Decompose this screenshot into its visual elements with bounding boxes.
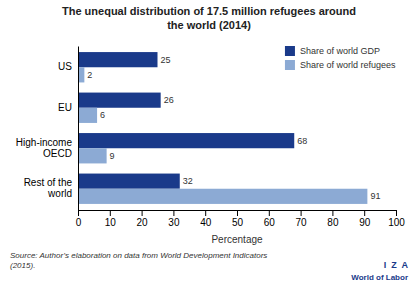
title: The unequal distribution of 17.5 million…: [62, 5, 356, 31]
tick-mark: [78, 210, 79, 216]
bar: [78, 148, 107, 163]
axis-line: [79, 211, 397, 217]
text-line: US: [58, 61, 72, 72]
text-line: Rest of the: [24, 177, 73, 188]
tick: 100: [388, 210, 405, 228]
tick-mark: [237, 210, 238, 216]
tick-label: 50: [232, 217, 244, 228]
bar: [78, 108, 97, 123]
tick: 10: [105, 210, 117, 228]
legend-label: Share of world refugees: [300, 60, 396, 70]
chart-svg: The unequal distribution of 17.5 million…: [0, 0, 418, 290]
data-label: 6: [100, 110, 105, 120]
data-labels: 2526683226991: [87, 55, 380, 202]
text-line: The unequal distribution of 17.5 million…: [62, 5, 356, 17]
data-label: 68: [297, 136, 307, 146]
data-label: 26: [164, 95, 174, 105]
tick: 0: [76, 210, 82, 228]
tick-label: High-incomeOECD: [16, 137, 73, 159]
data-label: 9: [110, 151, 115, 161]
tick-mark: [269, 210, 270, 216]
text-line: High-income: [16, 137, 73, 148]
x-axis-title: Percentage: [211, 234, 263, 245]
text-line: (2015).: [10, 261, 35, 270]
legend-swatch: [285, 46, 295, 56]
text-line: EU: [58, 102, 72, 113]
tick-label: 10: [105, 217, 117, 228]
data-label: 2: [87, 70, 92, 80]
tick: High-incomeOECD: [16, 137, 73, 159]
tick-label: 100: [388, 217, 405, 228]
data-label: 91: [370, 191, 380, 201]
bar: [78, 52, 158, 67]
plot: 25266832269910102030405060708090100USEUH…: [16, 46, 405, 228]
tick: 30: [168, 210, 180, 228]
legend-label: Share of world GDP: [300, 46, 380, 56]
legend-swatch: [285, 60, 295, 70]
tick-label: 80: [327, 217, 339, 228]
bar: [78, 133, 294, 148]
tick: 40: [200, 210, 212, 228]
tick-label: 30: [168, 217, 180, 228]
text-line: world: [47, 188, 72, 199]
tick-mark: [364, 210, 365, 216]
tick: US: [58, 61, 72, 72]
text-line: the world (2014): [167, 19, 251, 31]
bars: [78, 52, 367, 204]
tick: 60: [264, 210, 276, 228]
tick-mark: [301, 210, 302, 216]
bar: [78, 93, 161, 108]
data-label: 25: [161, 55, 171, 65]
x-axis: 0 10 20 30 40 50 60 70 80 90 100: [76, 210, 406, 228]
tick: 50: [232, 210, 244, 228]
text-line: Source: Author’s elaboration on data fro…: [10, 251, 267, 260]
legend-item: Share of world refugees: [285, 60, 396, 70]
tick-label: 90: [359, 217, 371, 228]
branding: I Z A: [384, 260, 409, 270]
tick-label: 20: [137, 217, 149, 228]
tick-mark: [332, 210, 333, 216]
y-axis: US EU High-incomeOECD Rest of theworld: [16, 47, 79, 211]
tick-mark: [173, 210, 174, 216]
tick: 70: [296, 210, 308, 228]
tick-label: US: [58, 61, 72, 72]
tick: 90: [359, 210, 371, 228]
tick-label: 60: [264, 217, 276, 228]
bar: [78, 174, 180, 189]
tick-label: 0: [76, 217, 82, 228]
data-label: 32: [183, 176, 193, 186]
tick: Rest of theworld: [24, 177, 73, 199]
tick-label: 70: [296, 217, 308, 228]
tick: EU: [58, 102, 72, 113]
legend-item: Share of world GDP: [285, 46, 380, 56]
legend: Share of world GDP Share of world refugee…: [285, 46, 396, 70]
text-line: OECD: [43, 148, 72, 159]
tick: 20: [137, 210, 149, 228]
tick: 80: [327, 210, 339, 228]
tick-label: Rest of theworld: [24, 177, 73, 199]
bar: [78, 189, 367, 204]
tick-label: 40: [200, 217, 212, 228]
tick-mark: [396, 210, 397, 216]
tick-label: EU: [58, 102, 72, 113]
tick-mark: [205, 210, 206, 216]
source-note: Source: Author’s elaboration on data fro…: [10, 251, 267, 270]
tick-mark: [142, 210, 143, 216]
branding: World of Labor: [351, 273, 408, 282]
tick-mark: [110, 210, 111, 216]
axis-line: [78, 47, 79, 211]
